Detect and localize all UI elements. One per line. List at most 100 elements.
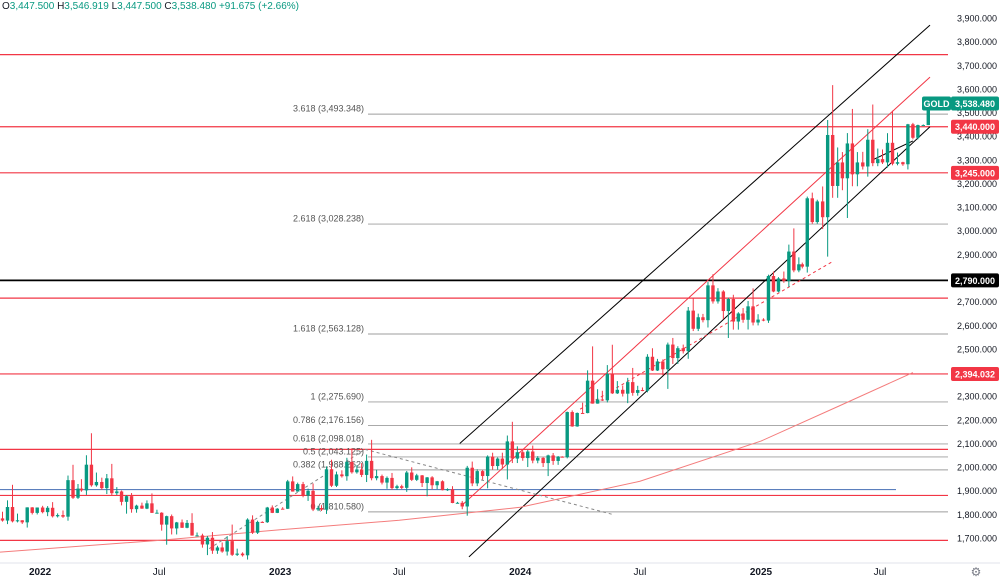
candle-body	[205, 537, 210, 545]
candle-body	[150, 503, 154, 513]
candle-body	[636, 390, 640, 393]
candle-body	[480, 471, 485, 477]
candle-body	[374, 476, 379, 479]
candle-body	[521, 452, 525, 459]
candle-body	[921, 125, 925, 127]
candle-body	[50, 507, 55, 517]
candle-body	[526, 451, 530, 459]
candle-body	[640, 390, 645, 392]
time-axis[interactable]: 2022 Jul 2023 Jul 2024 Jul 2025 Jul	[0, 562, 1000, 578]
candle-body	[245, 519, 250, 556]
channel-mid-line	[462, 76, 931, 506]
candle-body	[220, 547, 224, 552]
candle-body	[531, 451, 535, 461]
time-tick-label: Jul	[153, 567, 166, 578]
time-tick-label: 2022	[29, 567, 52, 578]
candle-body	[250, 519, 255, 533]
candle-body	[746, 306, 750, 320]
candle-body	[691, 310, 695, 329]
candle-body	[129, 496, 134, 510]
candle-body	[445, 489, 450, 491]
candle-body	[25, 507, 29, 523]
price-tick-label: 3,000.000	[957, 226, 997, 236]
candle-body	[185, 522, 189, 528]
candle-body	[736, 313, 741, 322]
candle-body	[585, 380, 590, 414]
candle-body	[855, 162, 860, 175]
candle-body	[615, 389, 620, 394]
candle-body	[270, 507, 274, 513]
price-tick-label: 2,300.000	[957, 392, 997, 402]
candle-body	[306, 490, 310, 496]
candle-body	[35, 507, 39, 513]
candle-body	[155, 512, 159, 514]
time-tick-label: 2024	[509, 567, 532, 578]
candle-body	[835, 162, 840, 186]
candle-body	[901, 162, 905, 165]
price-tick-label: 3,500.000	[957, 108, 997, 118]
candle-body	[792, 251, 796, 271]
candle-body	[119, 491, 124, 502]
price-tick-label: 1,700.000	[957, 534, 997, 544]
candle-body	[485, 456, 490, 477]
candle-body	[195, 535, 199, 537]
candle-body	[395, 486, 399, 489]
price-tick-label: 3,100.000	[957, 203, 997, 213]
candle-body	[490, 456, 495, 467]
price-tick-label: 2,600.000	[957, 321, 997, 331]
candle-body	[871, 139, 875, 164]
gear-icon[interactable]: ⚙	[970, 565, 982, 579]
candle-body	[84, 464, 89, 491]
fib-level-label: 0.382 (1,988.262)	[293, 459, 364, 469]
candle-body	[701, 317, 705, 321]
candle-body	[686, 310, 690, 352]
candle-body	[721, 291, 726, 312]
candle-body	[275, 508, 279, 513]
price-tags: 3,440.000 3,245.000 2,790.000 2,394.032 GOLD…	[922, 96, 999, 381]
candle-body	[405, 472, 409, 488]
candle-body	[280, 508, 285, 510]
candle-body	[470, 467, 474, 484]
candle-body	[76, 488, 80, 498]
candle-body	[79, 488, 84, 491]
candle-body	[805, 198, 809, 267]
last-price-tag-label: 3,538.480	[955, 99, 995, 109]
candle-body	[560, 456, 564, 458]
candle-body	[650, 356, 655, 371]
candle-body	[565, 412, 569, 458]
candle-body	[926, 102, 930, 126]
candle-body	[706, 285, 710, 321]
dashed-fall-line	[364, 448, 613, 515]
price-tag-bg	[951, 366, 999, 381]
candle-body	[55, 515, 60, 517]
candle-body	[575, 412, 579, 427]
horizontal-levels	[0, 54, 948, 541]
candle-body	[355, 469, 359, 473]
price-tag-bg	[951, 119, 999, 134]
price-tick-label: 2,700.000	[957, 297, 997, 307]
candle-body	[661, 361, 665, 370]
price-tick-label: 3,900.000	[957, 14, 997, 24]
candle-body	[820, 201, 825, 218]
candle-body	[30, 507, 34, 513]
symbol-tag-bg	[922, 96, 951, 111]
candle-body	[66, 480, 70, 517]
change-value: +91.675 (+2.66%)	[218, 1, 299, 12]
candle-body	[159, 512, 164, 525]
candle-body	[551, 455, 555, 461]
candle-body	[420, 475, 424, 484]
candle-body	[329, 469, 334, 486]
time-tick-label: Jul	[393, 567, 406, 578]
time-tick-label: 2023	[269, 567, 292, 578]
candle-body	[460, 502, 464, 507]
candle-body	[895, 162, 900, 164]
candle-body	[89, 464, 94, 486]
candle-body	[240, 553, 245, 556]
candle-body	[800, 264, 804, 267]
candle-body	[861, 162, 865, 167]
candle-body	[435, 481, 439, 486]
candle-body	[260, 521, 264, 523]
candle-body	[311, 490, 315, 510]
candle-body	[140, 505, 144, 509]
